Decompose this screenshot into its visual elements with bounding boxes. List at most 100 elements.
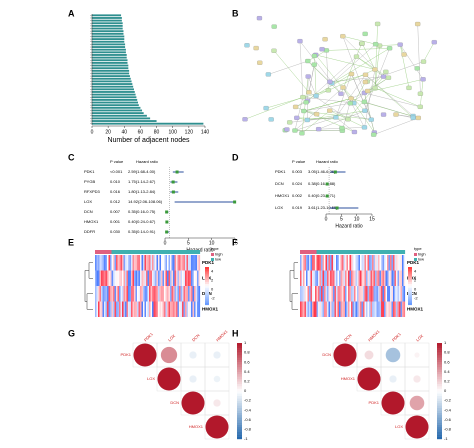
p-value: 0.016 [110,189,121,194]
network-node [349,96,354,100]
heatmap-cell [354,302,356,318]
network-edge [418,24,421,94]
bar [92,33,123,35]
color-scale [437,437,442,440]
legend-title: type [211,246,219,251]
color-scale [237,365,242,368]
group-bar [350,250,352,254]
network-node [314,112,319,116]
heatmap-cell [121,286,123,302]
network-edge [332,48,390,83]
color-scale [408,276,412,278]
color-scale [437,360,442,363]
network-edge [300,41,303,97]
color-scale [237,410,242,413]
heatmap-cell [300,255,302,271]
heatmap-cell [109,286,111,302]
heatmap-cell [387,286,389,302]
group-bar [97,250,99,254]
color-scale [237,360,242,363]
heatmap-cell [190,302,192,318]
group-bar [193,250,195,254]
bar [92,83,132,85]
heatmap-cell [127,286,129,302]
heatmap-cell [330,286,332,302]
heatmap-cell [125,286,127,302]
heatmap-cell [399,255,401,271]
panel-label: C [68,152,75,162]
heatmap-cell [151,255,153,271]
heatmap-cell [371,271,373,287]
heatmap-cell [139,302,141,318]
heatmap-cell [167,255,169,271]
heatmap-cell [175,255,177,271]
color-scale [237,379,242,382]
heatmap-cell [191,271,193,287]
heatmap-cell [145,255,147,271]
legend-title: type [414,246,422,251]
network-node [340,34,345,38]
row-label: HMOX1 [407,306,424,311]
heatmap-cell [179,302,181,318]
color-scale [237,367,242,370]
heatmap-cell [336,302,338,318]
network-node [398,43,403,47]
color-scale [205,267,209,269]
group-bar [395,250,397,254]
heatmap-cell [317,271,319,287]
heatmap-cell [330,271,332,287]
heatmap-cell [393,302,395,318]
color-scale [437,434,442,437]
color-scale [205,271,209,273]
heatmap-cell [110,286,112,302]
group-bar [146,250,148,254]
corr-circle [213,399,220,406]
heatmap-cell [380,286,382,302]
heatmap-cell [107,271,109,287]
heatmap-cell [401,255,403,271]
heatmap-cell [396,286,398,302]
heatmap-cell [104,271,106,287]
group-bar [106,250,108,254]
network-node [338,92,343,96]
heatmap-cell [339,286,341,302]
heatmap-cell [333,286,335,302]
heatmap-cell [357,255,359,271]
network-node [272,25,277,29]
heatmap-cell [326,286,328,302]
color-scale [408,284,412,286]
heatmap-cell [378,255,380,271]
heatmap-cell [305,286,307,302]
heatmap-cell [390,255,392,271]
heatmap-cell [130,302,132,318]
heatmap-cell [332,302,334,318]
hr-point [233,201,236,204]
color-scale [237,401,242,404]
heatmap-cell [124,286,126,302]
hr-point [165,231,168,234]
heatmap-cell [197,302,199,318]
bar [92,57,127,59]
heatmap-cell [323,286,325,302]
row-label: DCN [275,181,284,186]
color-scale [437,410,442,413]
dendrogram [290,263,298,310]
hr-label: 0.40(0.23-0.71) [308,193,336,198]
color-scale [437,396,442,399]
group-bar [332,250,334,254]
heatmap-cell [318,286,320,302]
heatmap-cell [194,302,196,318]
heatmap-cell [315,286,317,302]
heatmap-cell [401,302,403,318]
heatmap-cell [166,271,168,287]
bar [92,110,142,112]
color-scale [237,381,242,384]
color-scale [205,288,209,290]
network-node [341,85,346,89]
heatmap-cell [315,271,317,287]
x-tick-label: 0 [325,216,328,222]
heatmap-cell [101,255,103,271]
color-scale [205,273,209,275]
column-label: LOX [415,333,424,342]
heatmap-cell [196,302,198,318]
